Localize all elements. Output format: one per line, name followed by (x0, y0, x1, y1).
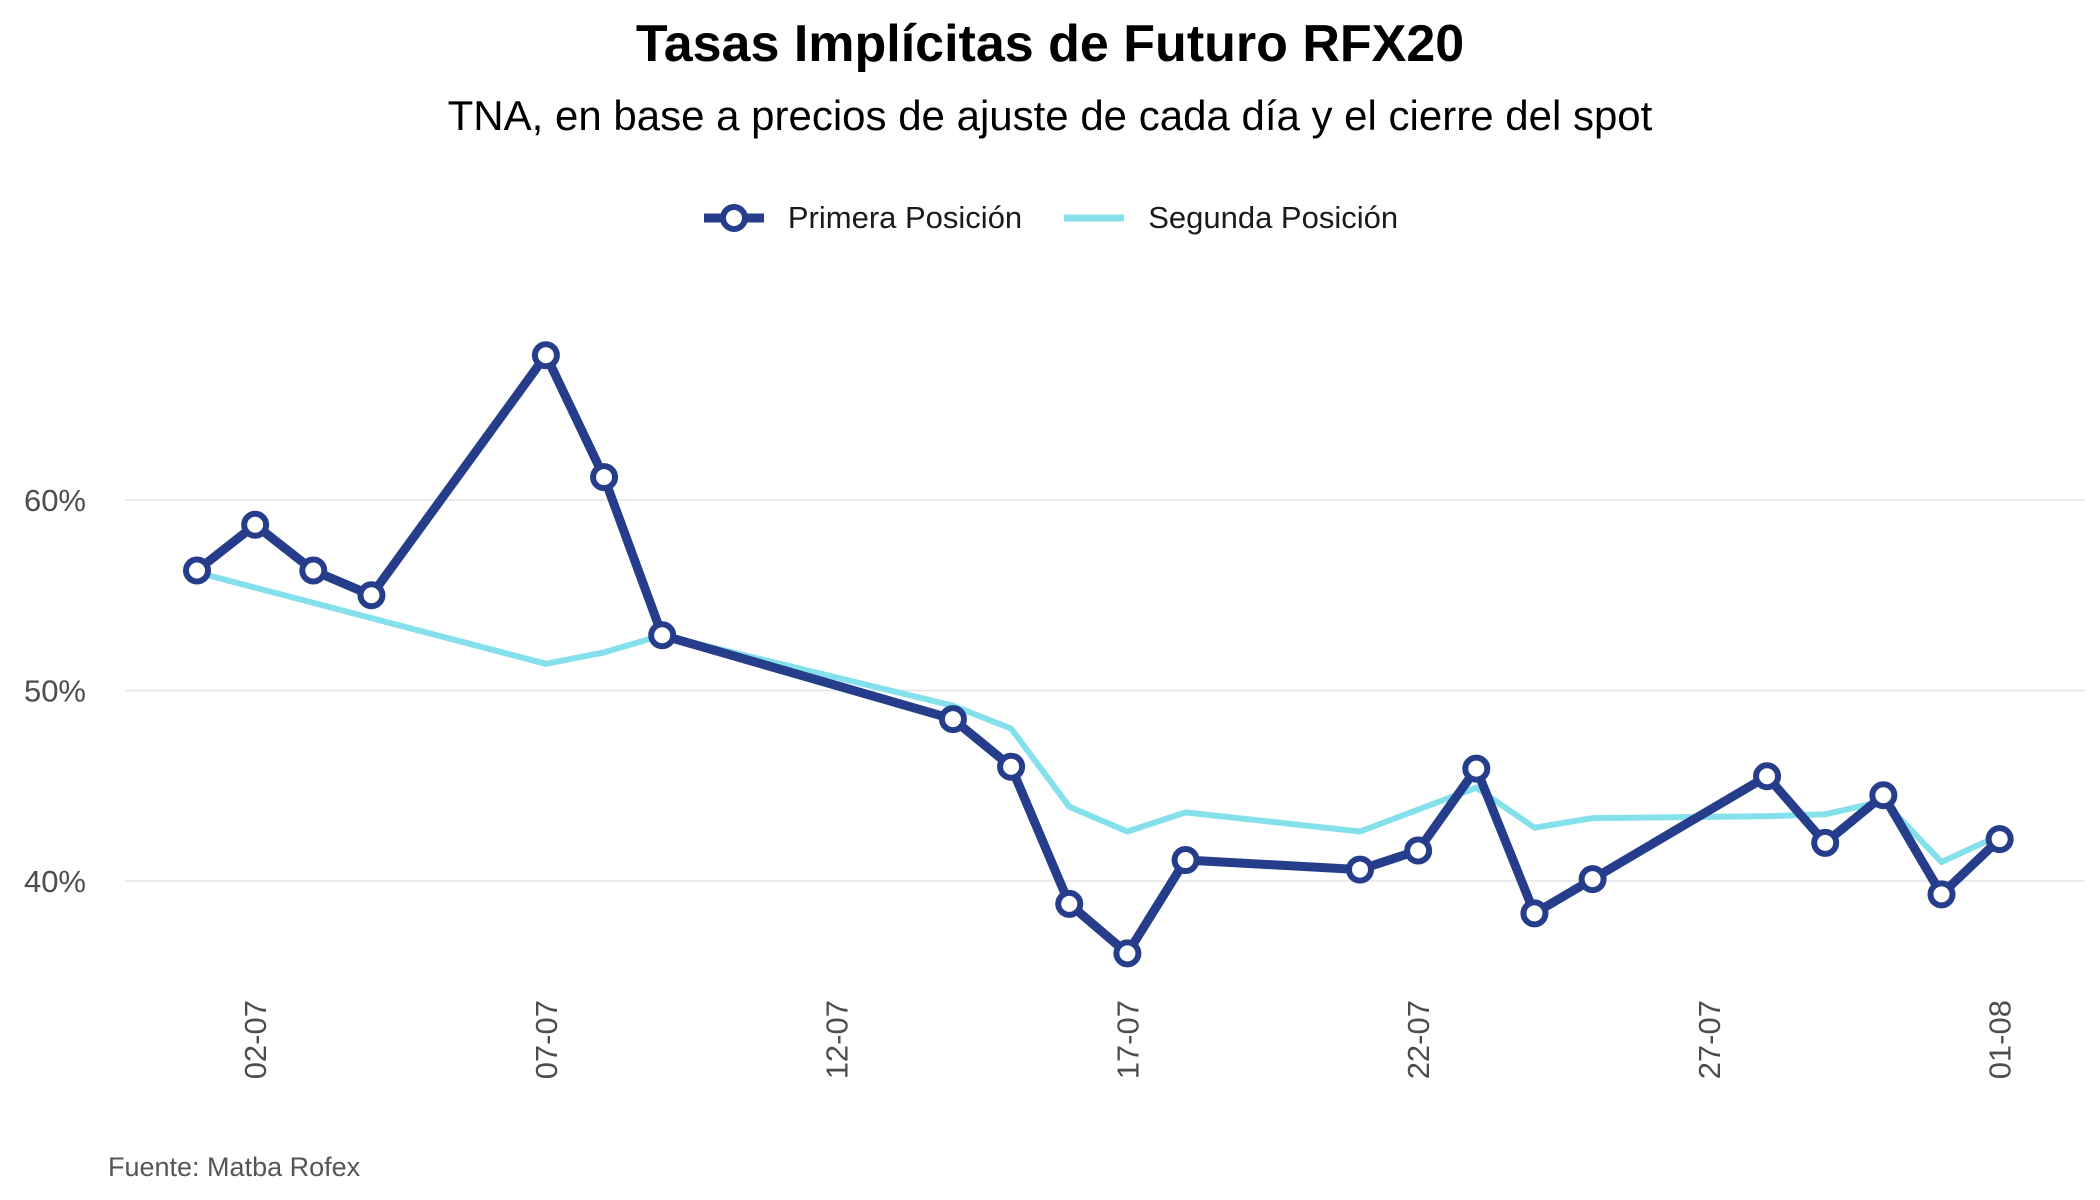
x-tick-label: 12-07 (820, 1000, 855, 1079)
x-tick-label: 02-07 (238, 1000, 273, 1079)
y-tick-label: 60% (24, 483, 86, 518)
data-point-primera (590, 463, 619, 492)
chart-subtitle: TNA, en base a precios de ajuste de cada… (447, 92, 1653, 139)
legend-label-segunda: Segunda Posición (1148, 200, 1399, 235)
series-line-primera (192, 350, 2005, 958)
legend-label-primera: Primera Posición (787, 200, 1023, 235)
data-point-primera (1578, 865, 1607, 894)
series-line-segunda (194, 569, 2003, 865)
legend-item-primera: Primera Posición (702, 200, 1022, 236)
data-point-primera (357, 581, 386, 610)
data-point-primera (1869, 781, 1898, 810)
data-point-primera (1462, 754, 1491, 783)
data-point-primera (1404, 836, 1433, 865)
legend-item-segunda: Segunda Posición (1062, 200, 1398, 236)
x-tick-label: 17-07 (1110, 1000, 1145, 1079)
data-point-primera (938, 705, 967, 734)
legend-key-primera (703, 204, 764, 232)
data-point-primera (531, 341, 560, 370)
data-point-primera (1113, 939, 1142, 968)
data-point-primera (241, 510, 270, 539)
chart-title: Tasas Implícitas de Futuro RFX20 (635, 15, 1465, 73)
legend-key-segunda (1064, 214, 1125, 222)
data-point-primera (1520, 899, 1549, 928)
x-tick-label: 22-07 (1401, 1000, 1436, 1079)
x-tick-label: 01-08 (1983, 1000, 2018, 1079)
data-point-primera (1927, 880, 1956, 909)
data-point-primera (299, 556, 328, 585)
x-tick-label: 27-07 (1692, 1000, 1727, 1079)
data-point-primera (1171, 846, 1200, 875)
data-point-primera (1985, 825, 2014, 854)
y-tick-label: 50% (24, 674, 86, 709)
data-point-primera (1753, 762, 1782, 791)
data-point-primera (648, 621, 677, 650)
data-point-primera (1811, 828, 1840, 857)
source-caption: Fuente: Matba Rofex (108, 1152, 361, 1182)
data-point-primera (1346, 855, 1374, 884)
data-point-primera (183, 556, 211, 585)
y-tick-label: 40% (24, 864, 86, 899)
x-tick-label: 07-07 (529, 1000, 564, 1079)
data-point-primera (997, 752, 1026, 781)
data-point-primera (1055, 889, 1084, 918)
legend: Primera Posición Segunda Posición (0, 200, 2100, 236)
